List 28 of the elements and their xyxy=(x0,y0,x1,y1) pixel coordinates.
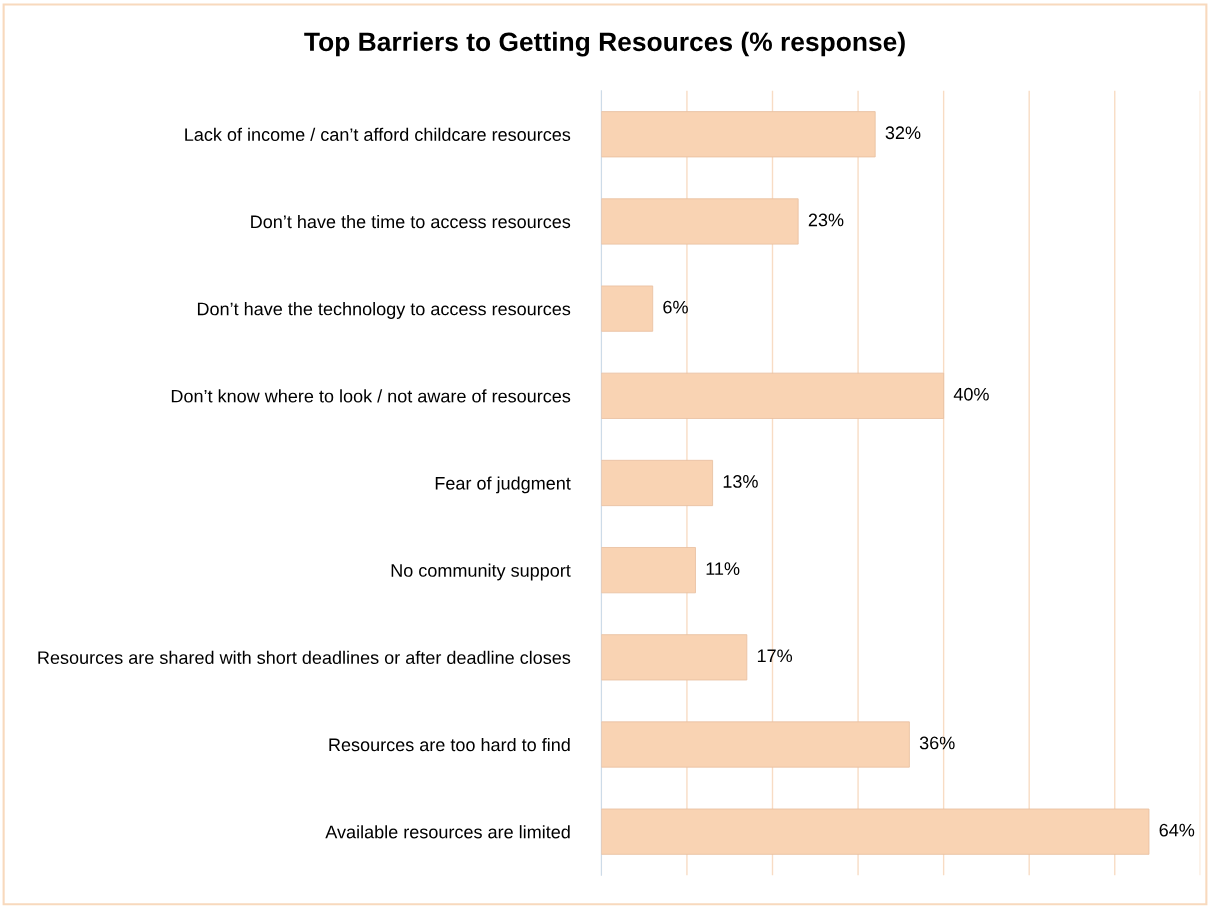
bar xyxy=(601,285,654,332)
y-tick-label: Don’t have the technology to access resources xyxy=(197,302,571,319)
data-label: 17% xyxy=(757,649,793,663)
bar xyxy=(601,547,696,594)
data-label: 36% xyxy=(919,736,955,750)
bar xyxy=(601,372,945,419)
data-label: 6% xyxy=(663,300,688,314)
bar xyxy=(601,808,1150,855)
bar xyxy=(601,111,876,158)
chart-title: Top Barriers to Getting Resources (% response) xyxy=(304,31,905,57)
bar xyxy=(601,198,799,245)
y-tick-label: Fear of judgment xyxy=(435,476,571,494)
bar xyxy=(601,634,748,681)
y-tick-label: Don’t have the time to access resources xyxy=(251,214,571,229)
data-label: 40% xyxy=(953,387,989,401)
y-tick-label: Available resources are limited xyxy=(325,825,570,839)
y-tick-label: Lack of income / can’t afford childcare resources xyxy=(185,127,571,142)
data-label: 32% xyxy=(885,126,921,140)
data-label: 13% xyxy=(723,475,758,488)
bar xyxy=(601,459,714,507)
y-tick-label: Don’t know where to look / not aware of resources xyxy=(171,389,571,403)
y-tick-label: No community support xyxy=(391,563,571,581)
bar xyxy=(601,721,910,768)
data-label: 23% xyxy=(808,213,844,227)
data-label: 11% xyxy=(706,562,740,575)
data-label: 64% xyxy=(1159,823,1195,837)
y-tick-label: Resources are shared with short deadlines or after deadline closes xyxy=(38,650,571,665)
y-tick-label: Resources are too hard to find xyxy=(329,737,570,752)
